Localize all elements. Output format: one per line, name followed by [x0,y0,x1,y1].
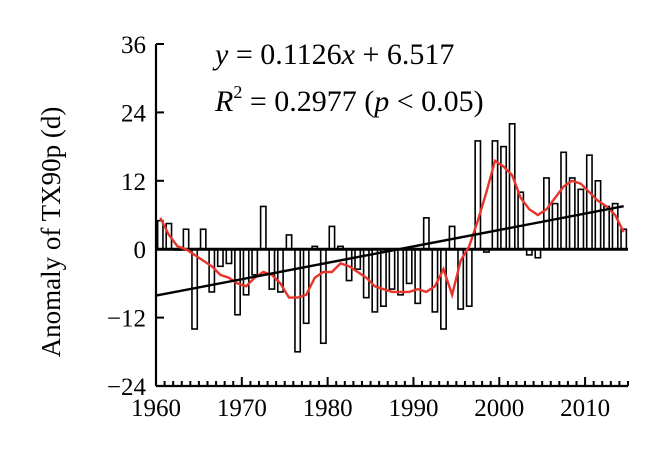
y-axis-title: Anomaly of TX90p (d) [36,107,66,358]
x-tick-label: 2010 [560,395,610,422]
bar [388,248,396,290]
bar [414,248,422,305]
bar [603,205,611,250]
lines-group [155,158,628,300]
bar [328,225,336,250]
bar [302,248,310,325]
bar [405,248,413,285]
bar [551,202,559,251]
bar [594,180,602,251]
bar [577,188,585,251]
bar [560,151,568,251]
bar [268,248,276,290]
x-tick-label: 1970 [217,395,267,422]
bar [465,248,473,307]
x-tick-label: 1990 [388,395,438,422]
y-tick-label: −24 [107,374,147,401]
bar [491,140,499,250]
r-squared-label: R2 = 0.2977 (p < 0.05) [214,82,484,118]
bar [397,248,405,296]
x-tick-label: 1960 [131,395,181,422]
axes-group [154,43,629,388]
bar [379,248,387,307]
bar [251,248,259,276]
bar [259,205,267,250]
bar [500,145,508,251]
bar [371,248,379,313]
bar [182,228,190,251]
y-tick-label: 12 [121,169,146,196]
labels-group: −24 −12 0 12 24 36 1960 1970 1980 1990 2000 2010 [107,32,610,422]
x-tick-label: 2000 [474,395,524,422]
smoothed-line [159,158,625,300]
y-tick-label: 36 [121,32,146,59]
regression-equation: y = 0.1126x + 6.517 [212,38,454,71]
bar [216,248,224,268]
bar [294,248,302,353]
bar [242,248,250,296]
bar [440,248,447,330]
bar [543,177,550,250]
bar [156,219,164,250]
bar [611,202,619,251]
x-tick-label: 1980 [303,395,353,422]
bar [225,248,233,265]
bar [199,228,207,251]
y-tick-label: 24 [121,100,147,127]
bar [508,123,516,251]
bar [354,248,362,270]
y-tick-label: −12 [107,306,146,333]
bar [285,234,293,250]
bars-group [156,123,628,353]
bar [568,177,576,250]
bar [585,154,593,250]
bar [620,228,628,251]
y-tick-label: 0 [134,237,147,264]
regression-line [155,205,624,297]
